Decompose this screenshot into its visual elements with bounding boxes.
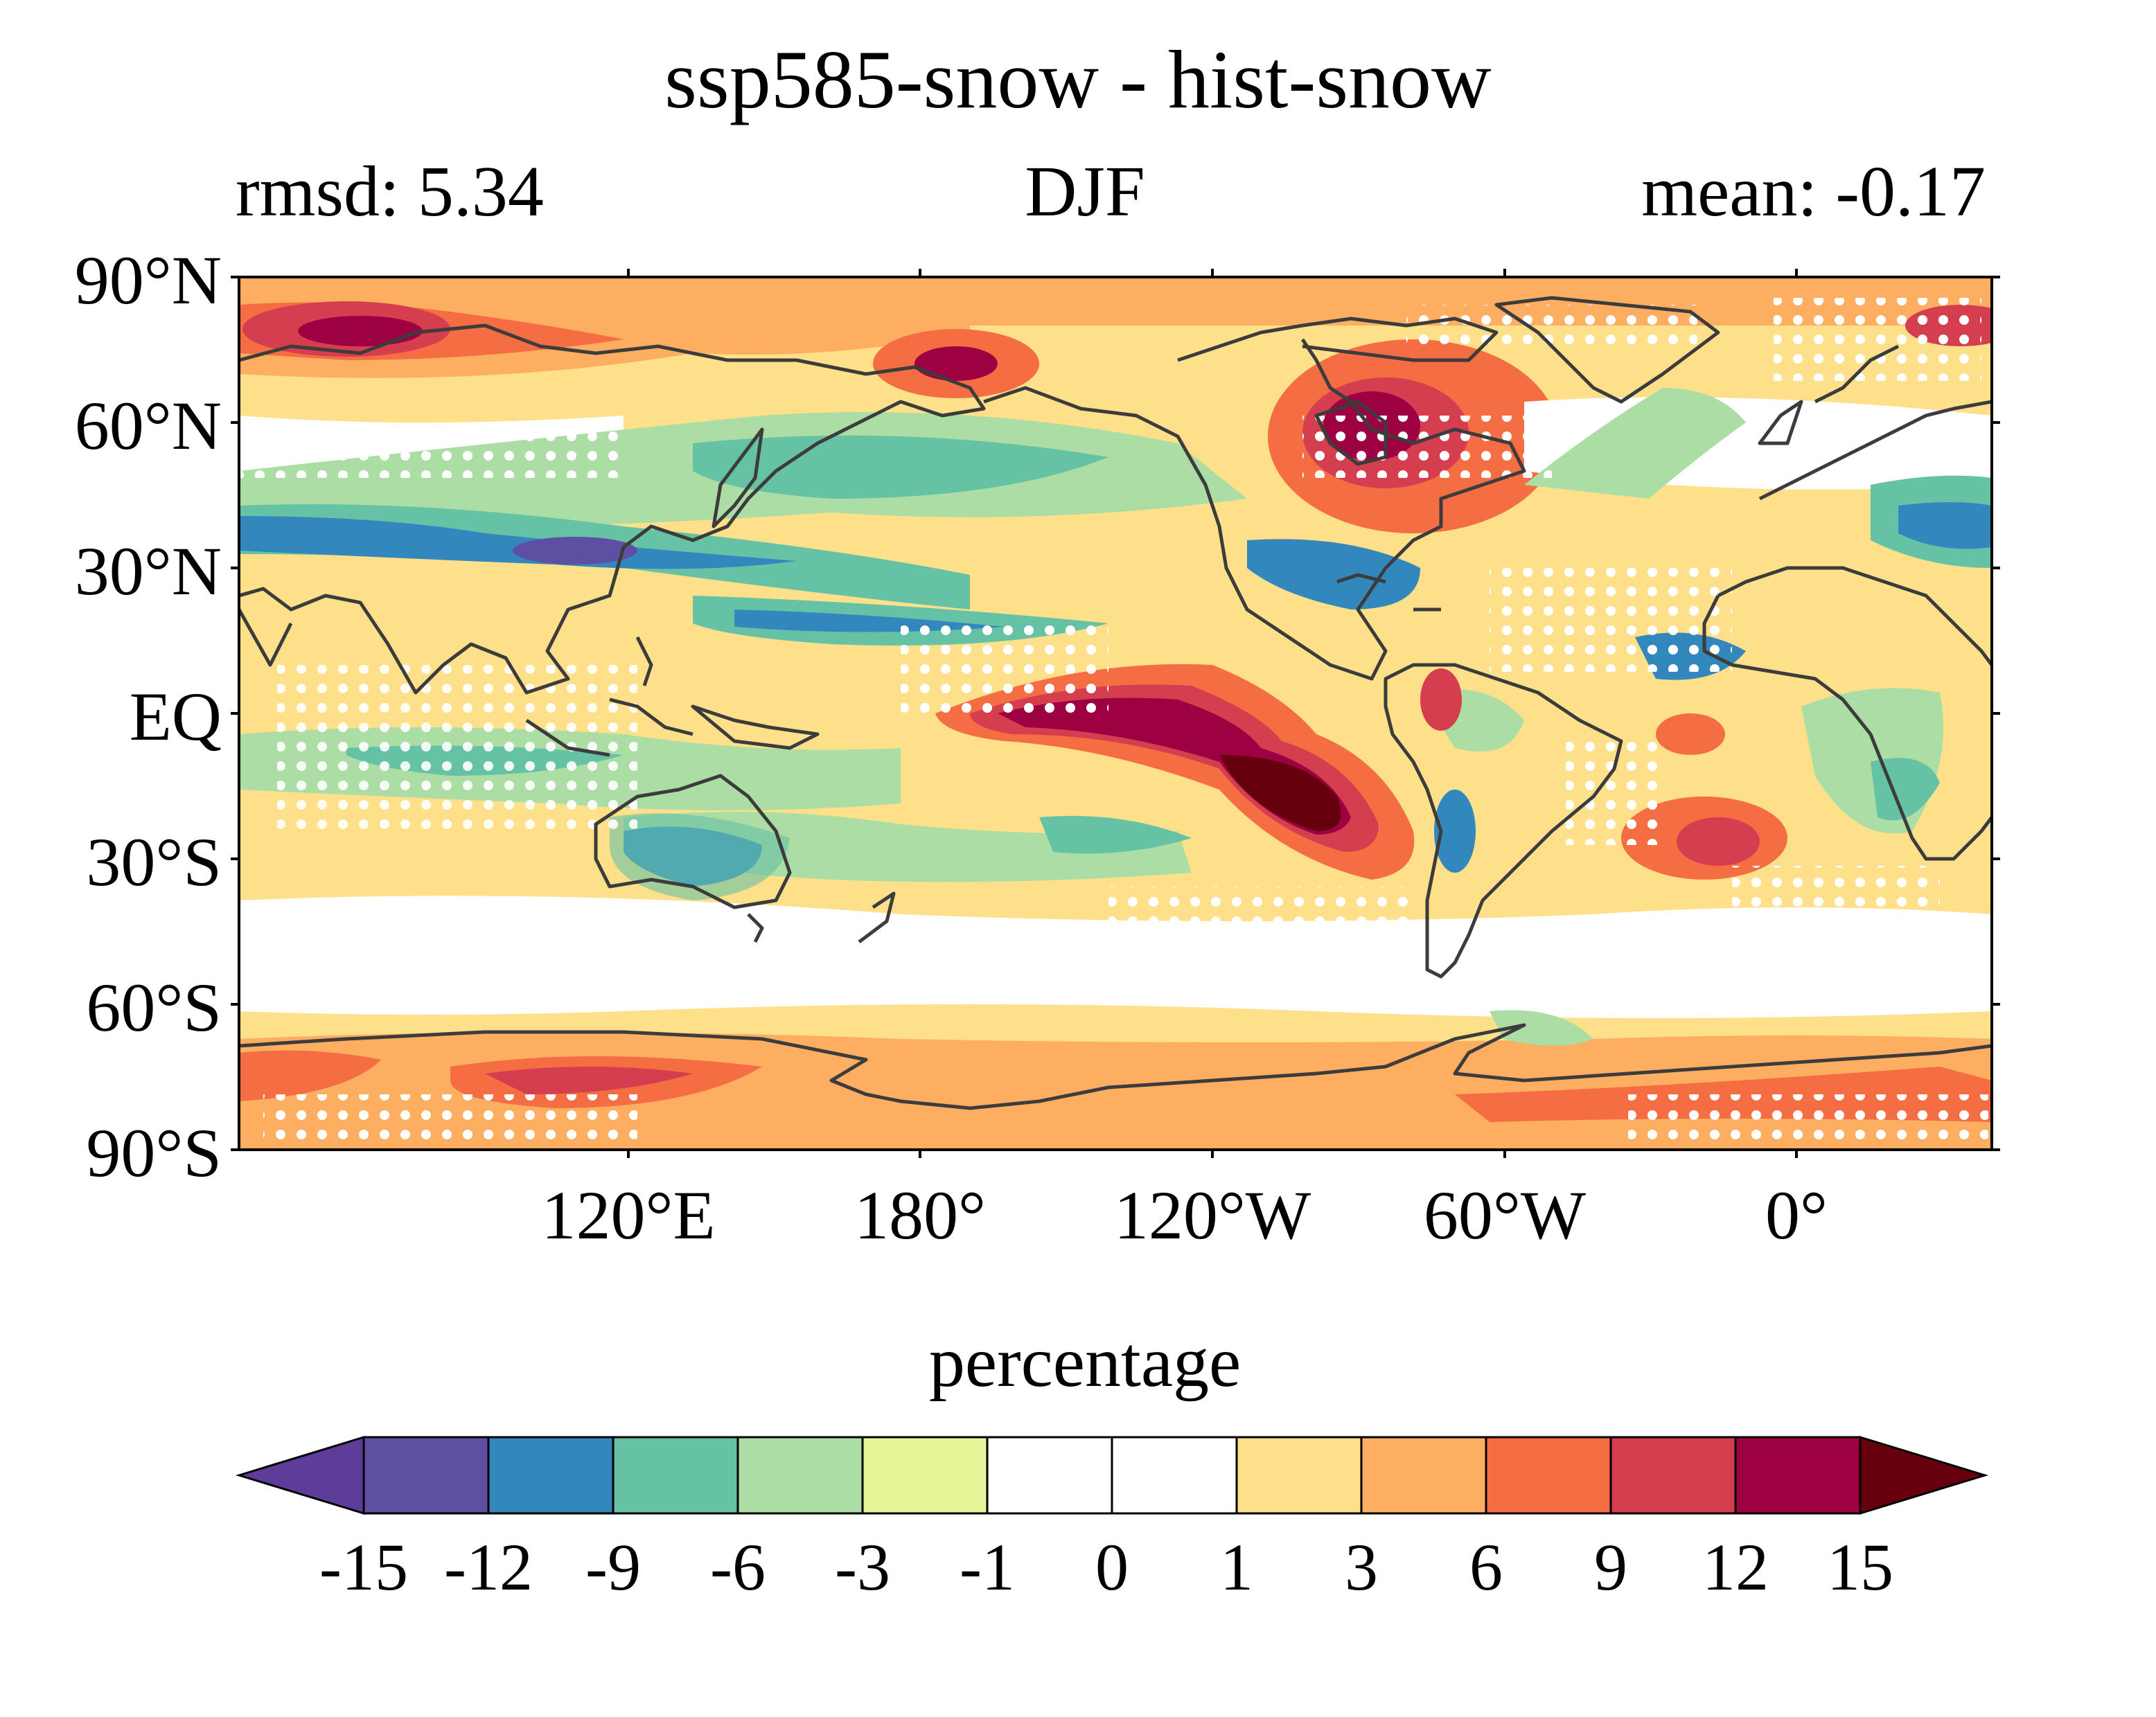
mean-label: mean: -0.17 [1641, 152, 1986, 231]
colorbar-segment [1111, 1436, 1238, 1515]
colorbar-segment [861, 1436, 989, 1515]
colorbar-tick: -1 [960, 1530, 1015, 1604]
lon-label-60w: 60°W [1423, 1177, 1587, 1254]
colorbar-tick: -9 [585, 1530, 641, 1604]
colorbar-tick: 12 [1702, 1530, 1769, 1604]
lon-label-120w: 120°W [1113, 1177, 1311, 1254]
colorbar-segment [736, 1436, 864, 1515]
lon-label-180: 180° [854, 1177, 986, 1254]
colorbar-segment [1235, 1436, 1363, 1515]
colorbar-segment [1734, 1436, 1862, 1515]
colorbar-segment [487, 1436, 615, 1515]
lat-label-30n: 30°N [74, 533, 222, 610]
colorbar-segment [986, 1436, 1113, 1515]
colorbar-tick: 15 [1827, 1530, 1893, 1604]
colorbar-segment [1360, 1436, 1487, 1515]
season-label: DJF [1025, 152, 1145, 231]
lon-label-0: 0° [1765, 1177, 1828, 1254]
rmsd-label: rmsd: 5.34 [236, 152, 544, 231]
colorbar-tick: 6 [1469, 1530, 1503, 1604]
colorbar-tick: 0 [1095, 1530, 1129, 1604]
colorbar-extend-low [235, 1435, 365, 1515]
colorbar-label: percentage [928, 1322, 1242, 1402]
lat-label-eq: EQ [129, 678, 222, 755]
colorbar-segment [1485, 1436, 1612, 1515]
colorbar-tick: -12 [444, 1530, 533, 1604]
lat-label-30s: 30°S [86, 824, 222, 900]
colorbar-extend-high [1859, 1435, 1989, 1515]
map-title: ssp585-snow - hist-snow [664, 33, 1492, 125]
lat-label-60s: 60°S [86, 969, 222, 1046]
coastlines [239, 296, 1992, 1110]
colorbar-tick: -15 [319, 1530, 408, 1604]
colorbar-tick: 1 [1220, 1530, 1253, 1604]
colorbar-segment [362, 1436, 490, 1515]
lon-label-120e: 120°E [541, 1177, 716, 1254]
lat-label-90s: 90°S [86, 1114, 222, 1191]
colorbar [235, 1435, 1989, 1515]
map-ticks [231, 269, 2000, 1158]
lat-label-90n: 90°N [74, 242, 222, 319]
colorbar-segment [1609, 1436, 1737, 1515]
colorbar-segment [612, 1436, 739, 1515]
lat-label-60n: 60°N [74, 387, 222, 464]
colorbar-tick: 3 [1345, 1530, 1378, 1604]
colorbar-tick: 9 [1594, 1530, 1627, 1604]
colorbar-tick: -6 [710, 1530, 766, 1604]
colorbar-tick: -3 [835, 1530, 890, 1604]
stippling [239, 298, 1988, 1143]
